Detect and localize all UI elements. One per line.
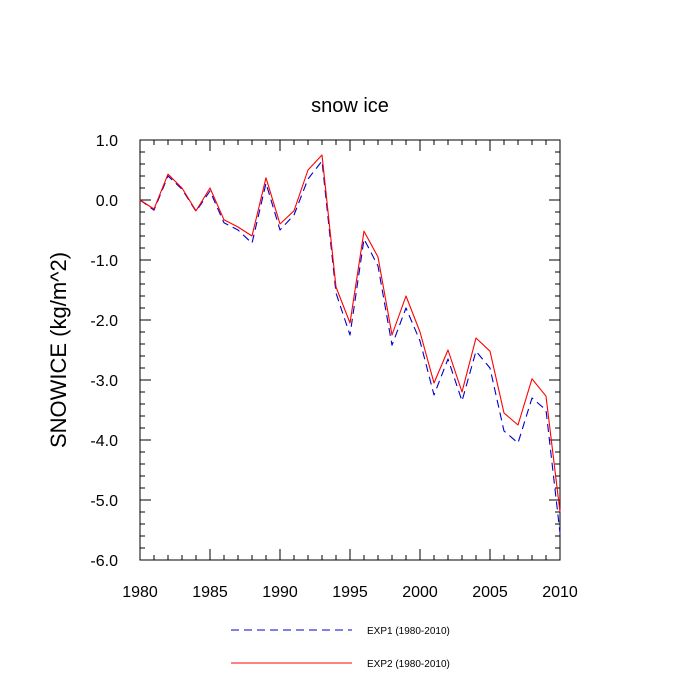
legend: EXP1 (1980-2010) EXP2 (1980-2010) xyxy=(231,626,450,670)
x-tick-label: 1990 xyxy=(262,584,298,601)
y-tick-label: -3.0 xyxy=(90,373,118,390)
y-tick-label: -4.0 xyxy=(90,433,118,450)
y-tick-label: -1.0 xyxy=(90,253,118,270)
axis-ticks xyxy=(139,139,561,561)
chart-title: snow ice xyxy=(311,95,389,117)
y-tick-label: -6.0 xyxy=(90,553,118,570)
legend-label-2: EXP2 (1980-2010) xyxy=(367,659,450,670)
y-axis-label: SNOWICE (kg/m^2) xyxy=(46,252,71,448)
y-tick-label: 0.0 xyxy=(96,193,118,210)
x-tick-label: 1995 xyxy=(332,584,368,601)
y-tick-label: 1.0 xyxy=(96,133,118,150)
series-layer xyxy=(139,154,561,534)
plot-frame xyxy=(139,139,561,561)
x-tick-label: 1985 xyxy=(192,584,228,601)
series-line-2 xyxy=(139,154,561,513)
x-tick-label: 2000 xyxy=(402,584,438,601)
series-line-1 xyxy=(139,160,561,534)
legend-label-1: EXP1 (1980-2010) xyxy=(367,626,450,637)
x-tick-label: 1980 xyxy=(122,584,158,601)
x-axis-tick-labels: 1980 1985 1990 1995 2000 2005 2010 xyxy=(122,584,578,601)
x-tick-label: 2005 xyxy=(472,584,508,601)
y-tick-label: -2.0 xyxy=(90,313,118,330)
y-axis-tick-labels: 1.0 0.0 -1.0 -2.0 -3.0 -4.0 -5.0 -6.0 xyxy=(90,133,118,570)
x-tick-label: 2010 xyxy=(542,584,578,601)
y-tick-label: -5.0 xyxy=(90,493,118,510)
